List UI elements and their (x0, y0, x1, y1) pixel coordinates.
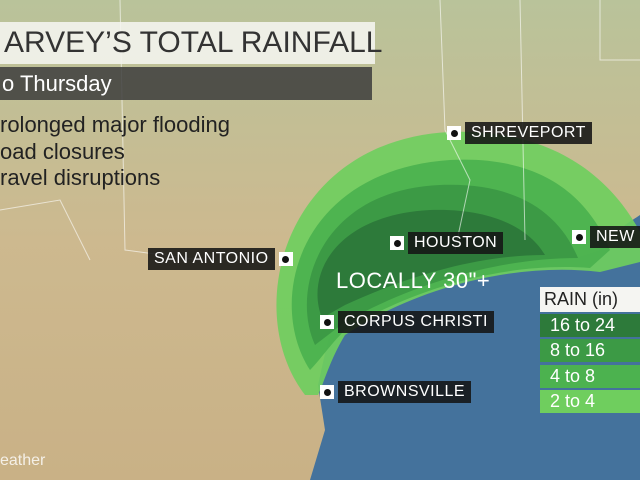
city: BROWNSVILLE (320, 381, 472, 403)
city: SHREVEPORT (447, 122, 592, 144)
city: CORPUS CHRISTI (320, 311, 494, 333)
legend-item: 2 to 4 (540, 390, 640, 413)
city-label: BROWNSVILLE (338, 381, 472, 403)
bullet: ravel disruptions (0, 165, 161, 190)
city: NEW (572, 226, 640, 248)
legend-item: 4 to 8 (540, 365, 640, 388)
city-label: HOUSTON (408, 232, 504, 254)
watermark: eather (0, 452, 46, 469)
city: SAN ANTONIO (148, 248, 293, 270)
legend-title: RAIN (in) (540, 287, 640, 312)
title: ARVEY’S TOTAL RAINFALL (0, 22, 383, 64)
annotation: LOCALLY 30"+ (336, 268, 491, 293)
legend-item: 8 to 16 (540, 339, 640, 362)
subtitle: o Thursday (0, 67, 372, 100)
city-label: NEW (590, 226, 640, 248)
bullet: oad closures (0, 139, 125, 164)
bullet: rolonged major flooding (0, 112, 230, 137)
borders (0, 0, 640, 260)
city-label: CORPUS CHRISTI (338, 311, 494, 333)
ocean (310, 215, 640, 480)
city: HOUSTON (390, 232, 504, 254)
city-label: SHREVEPORT (465, 122, 592, 144)
legend-item: 16 to 24 (540, 314, 640, 337)
city-label: SAN ANTONIO (148, 248, 275, 270)
